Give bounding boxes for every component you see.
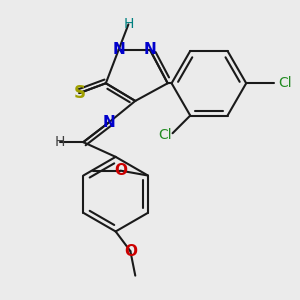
Text: Cl: Cl	[158, 128, 172, 142]
Text: O: O	[114, 163, 127, 178]
Text: H: H	[55, 135, 65, 149]
Text: N: N	[144, 42, 156, 57]
Text: N: N	[102, 115, 115, 130]
Text: H: H	[123, 17, 134, 32]
Text: Cl: Cl	[279, 76, 292, 90]
Text: S: S	[73, 84, 85, 102]
Text: O: O	[124, 244, 137, 259]
Text: N: N	[112, 42, 125, 57]
